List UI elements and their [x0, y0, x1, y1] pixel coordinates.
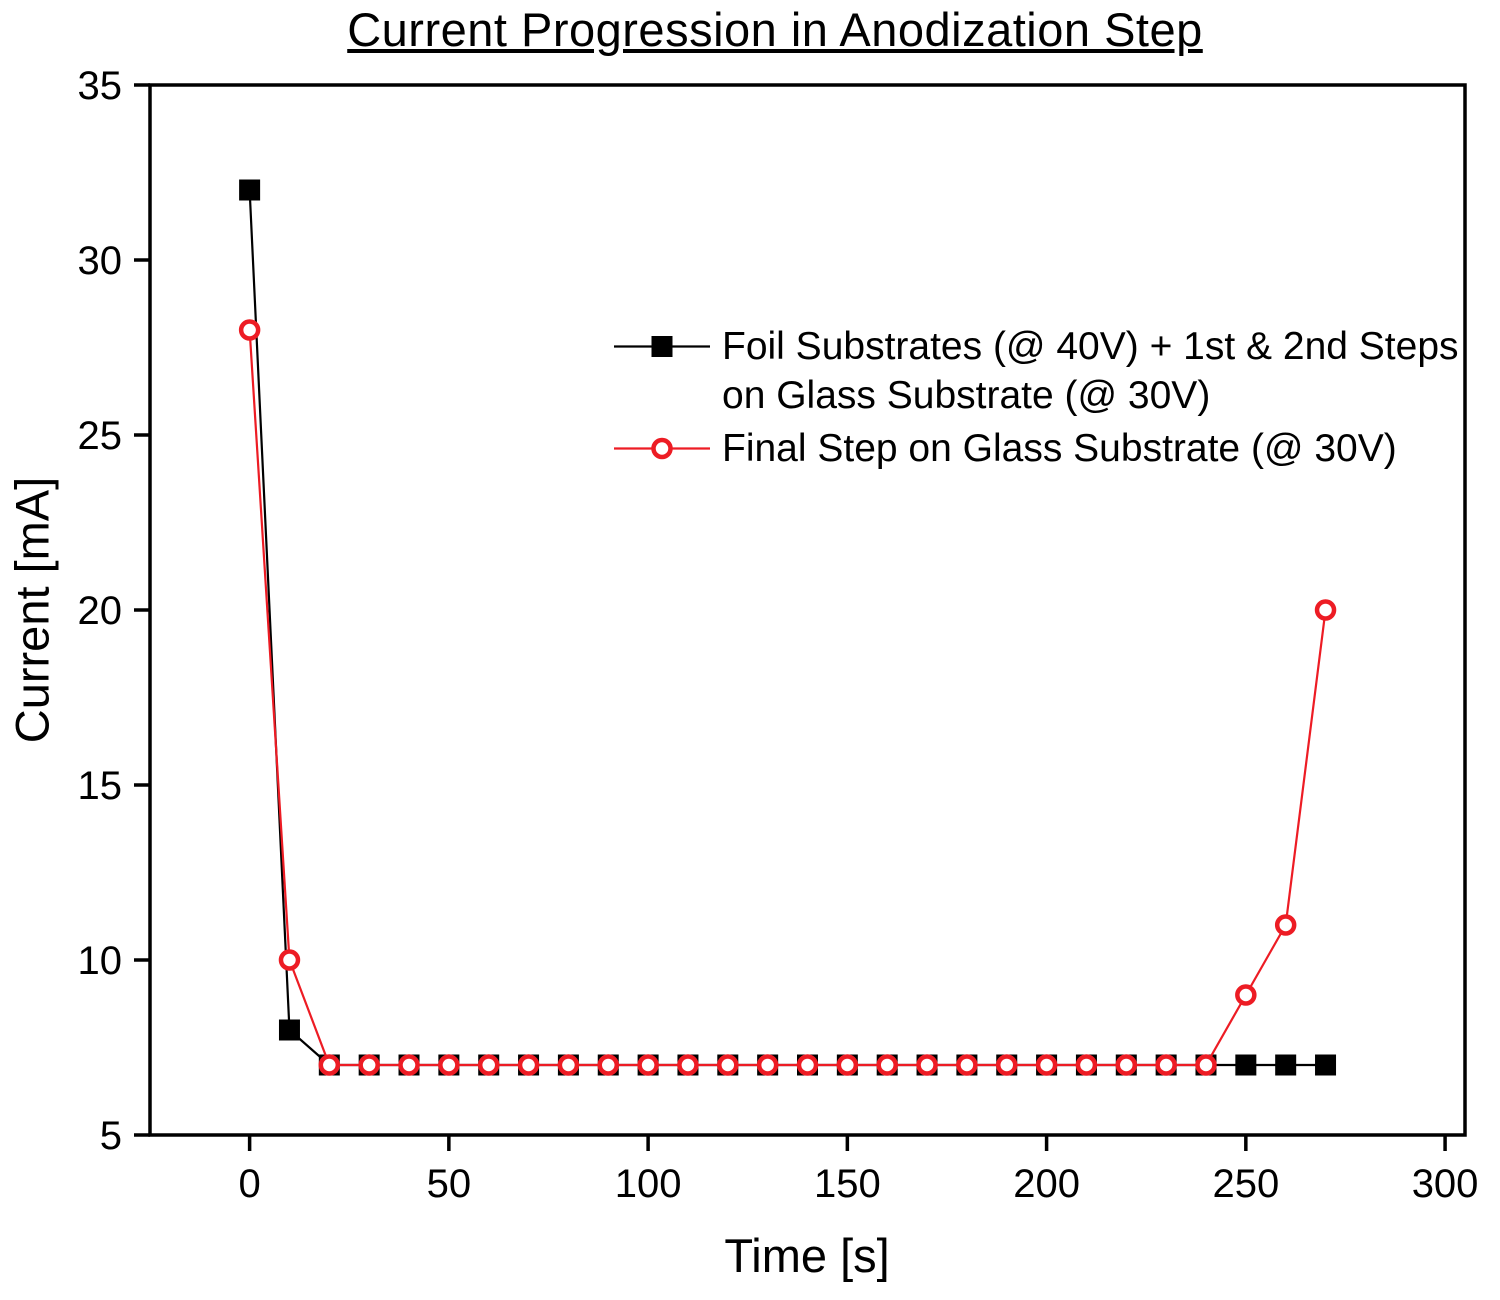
- x-tick-label: 150: [814, 1162, 881, 1206]
- y-axis-label: Current [mA]: [5, 476, 59, 744]
- circle-marker: [717, 1054, 739, 1076]
- circle-marker: [1235, 984, 1257, 1006]
- circle-marker: [238, 319, 261, 341]
- x-tick-label: 300: [1412, 1162, 1479, 1206]
- circle-marker: [677, 1054, 699, 1076]
- y-tick-label: 25: [78, 414, 123, 458]
- legend-key-filled-square: [614, 336, 710, 357]
- x-tick-label: 250: [1212, 1162, 1279, 1206]
- square-marker: [651, 336, 673, 357]
- y-tick-label: 5: [100, 1114, 122, 1158]
- legend-item-2: Final Step on Glass Substrate (@ 30V): [612, 424, 1482, 473]
- legend-label-1: Foil Substrates (@ 40V) + 1st & 2nd Step…: [722, 325, 1459, 417]
- circle-marker: [956, 1054, 978, 1076]
- legend-item-1: Foil Substrates (@ 40V) + 1st & 2nd Step…: [612, 322, 1482, 420]
- y-tick-label: 15: [78, 764, 123, 808]
- circle-marker: [557, 1054, 580, 1076]
- legend-label-2: Final Step on Glass Substrate (@ 30V): [722, 427, 1397, 470]
- y-tick-label: 35: [78, 64, 123, 108]
- circle-marker: [1115, 1054, 1138, 1076]
- circle-marker: [651, 437, 673, 460]
- circle-marker: [1035, 1054, 1058, 1076]
- circle-marker: [995, 1054, 1018, 1076]
- circle-marker: [876, 1054, 898, 1076]
- y-tick-label: 10: [78, 939, 123, 983]
- legend: Foil Substrates (@ 40V) + 1st & 2nd Step…: [612, 322, 1482, 477]
- circle-marker: [1075, 1054, 1098, 1076]
- series-2: [238, 319, 1337, 1076]
- circle-marker: [796, 1054, 819, 1076]
- x-axis-label: Time [s]: [724, 1229, 890, 1282]
- circle-marker: [1274, 914, 1297, 936]
- circle-marker: [477, 1054, 500, 1076]
- circle-marker: [637, 1054, 659, 1076]
- circle-marker: [836, 1054, 859, 1076]
- square-marker: [239, 179, 261, 201]
- y-tick-label: 30: [78, 239, 123, 283]
- circle-marker: [358, 1054, 380, 1076]
- circle-marker: [517, 1054, 540, 1076]
- legend-key-open-circle: [614, 437, 710, 460]
- square-marker: [278, 1019, 300, 1041]
- x-tick-label: 100: [615, 1162, 682, 1206]
- circle-marker: [597, 1054, 620, 1076]
- square-marker: [1235, 1054, 1257, 1076]
- y-tick-label: 20: [78, 589, 123, 633]
- circle-marker: [438, 1054, 460, 1076]
- circle-marker: [1155, 1054, 1177, 1076]
- square-marker: [1315, 1054, 1337, 1076]
- chart-title: Current Progression in Anodization Step: [347, 3, 1203, 56]
- square-marker: [1275, 1054, 1297, 1076]
- series-line: [248, 329, 1327, 1067]
- circle-marker: [398, 1054, 420, 1076]
- circle-marker: [756, 1054, 779, 1076]
- circle-marker: [916, 1054, 938, 1076]
- circle-marker: [318, 1054, 341, 1076]
- x-tick-label: 200: [1013, 1162, 1080, 1206]
- x-tick-label: 50: [427, 1162, 472, 1206]
- x-tick-label: 0: [238, 1162, 260, 1206]
- circle-marker: [1195, 1054, 1217, 1076]
- series-1: [239, 179, 1337, 1076]
- axes-frame: [148, 83, 1467, 1137]
- circle-marker: [1314, 599, 1337, 621]
- circle-marker: [278, 949, 301, 971]
